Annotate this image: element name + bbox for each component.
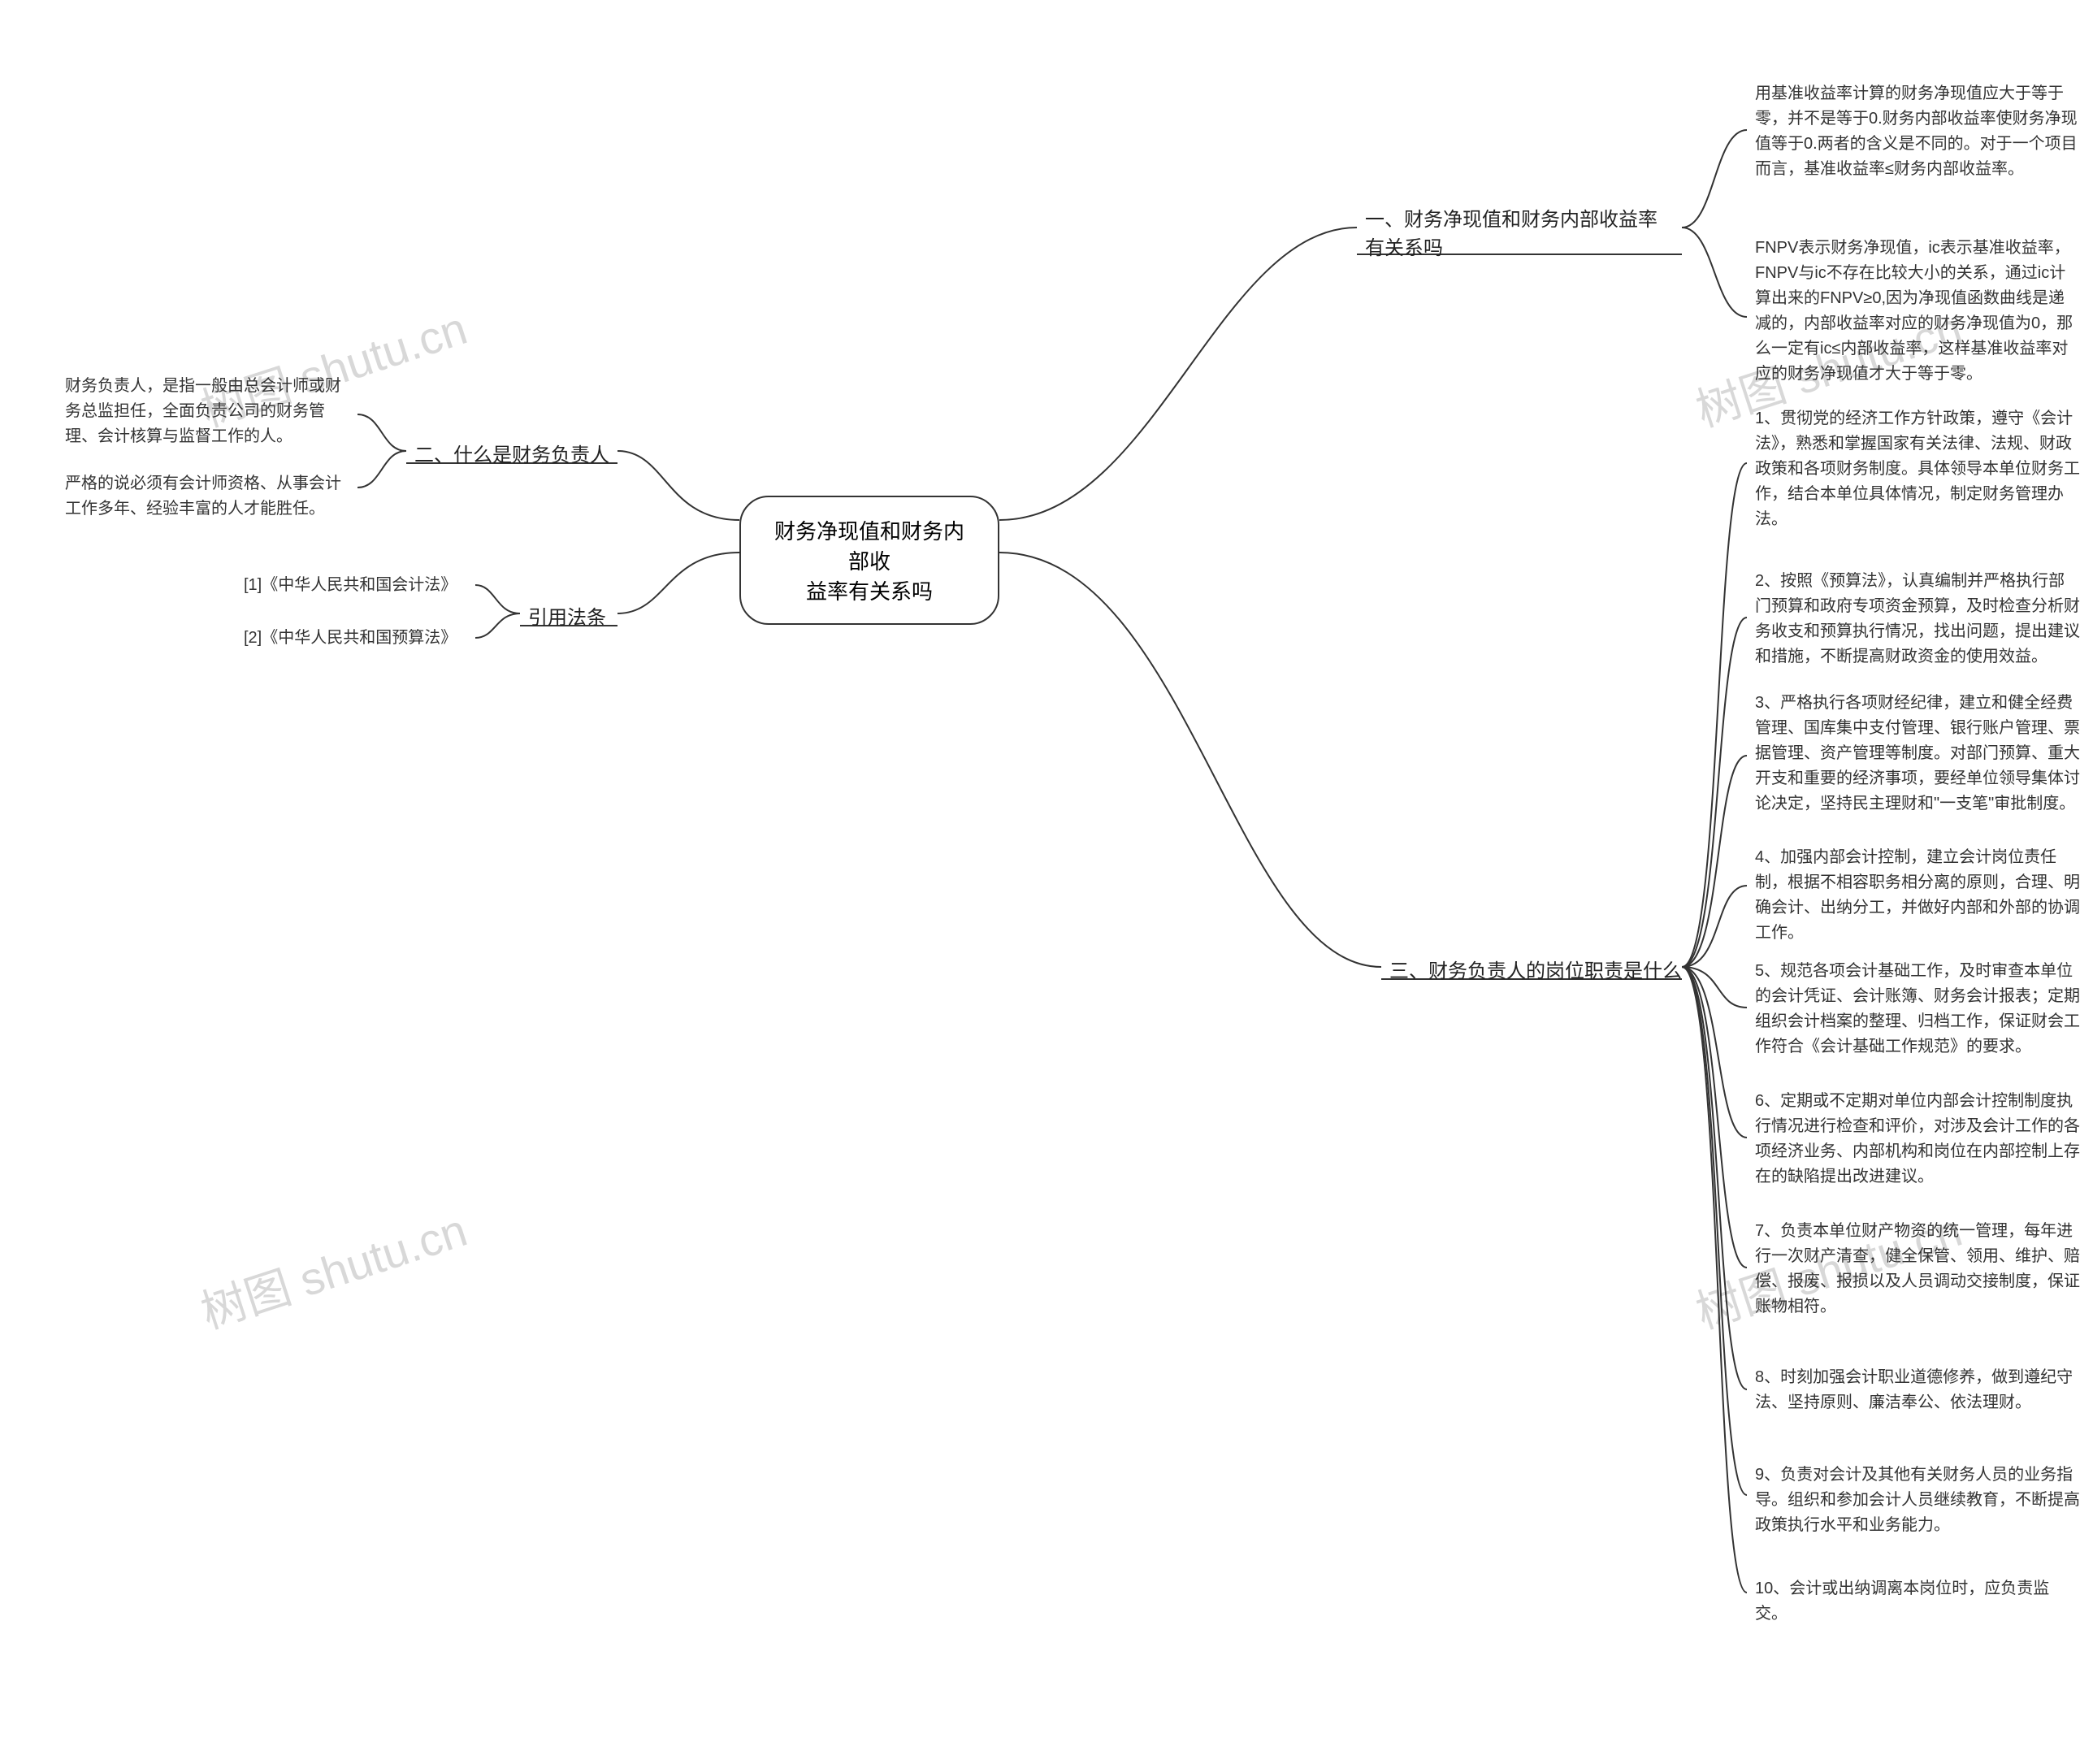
leaf-b3-2: 2、按照《预算法》，认真编制并严格执行部门预算和政府专项资金预算，及时检查分析财… (1755, 569, 2080, 670)
leaf-b3-6: 6、定期或不定期对单位内部会计控制制度执行情况进行检查和评价，对涉及会计工作的各… (1755, 1089, 2080, 1190)
leaf-b3-3: 3、严格执行各项财经纪律，建立和健全经费管理、国库集中支付管理、银行账户管理、票… (1755, 691, 2080, 817)
leaf-b4-2: [2]《中华人民共和国预算法》 (244, 626, 457, 651)
leaf-b2-1: 财务负责人，是指一般由总会计师或财务总监担任，全面负责公司的财务管理、会计核算与… (65, 374, 349, 449)
branch-3-label: 三、财务负责人的岗位职责是什么 (1389, 955, 1682, 983)
branch-1-label: 一、财务净现值和财务内部收益率 有关系吗 (1365, 203, 1690, 260)
leaf-b3-9: 9、负责对会计及其他有关财务人员的业务指导。组织和参加会计人员继续教育，不断提高… (1755, 1463, 2080, 1538)
leaf-b2-2: 严格的说必须有会计师资格、从事会计工作多年、经验丰富的人才能胜任。 (65, 471, 349, 522)
leaf-b1-2: FNPV表示财务净现值，ic表示基准收益率，FNPV与ic不存在比较大小的关系，… (1755, 236, 2080, 387)
leaf-b1-1: 用基准收益率计算的财务净现值应大于等于零，并不是等于0.财务内部收益率使财务净现… (1755, 81, 2080, 182)
leaf-b3-5: 5、规范各项会计基础工作，及时审查本单位的会计凭证、会计账簿、财务会计报表；定期… (1755, 959, 2080, 1060)
leaf-b3-8: 8、时刻加强会计职业道德修养，做到遵纪守法、坚持原则、廉洁奉公、依法理财。 (1755, 1365, 2080, 1415)
leaf-b3-7: 7、负责本单位财产物资的统一管理，每年进行一次财产清查，健全保管、领用、维护、赔… (1755, 1219, 2080, 1320)
branch-2-label: 二、什么是财务负责人 (414, 439, 609, 467)
leaf-b3-4: 4、加强内部会计控制，建立会计岗位责任制，根据不相容职务相分离的原则，合理、明确… (1755, 845, 2080, 946)
leaf-b3-10: 10、会计或出纳调离本岗位时，应负责监交。 (1755, 1576, 2080, 1627)
leaf-b4-1: [1]《中华人民共和国会计法》 (244, 573, 457, 598)
leaf-b3-1: 1、贯彻党的经济工作方针政策，遵守《会计法》，熟悉和掌握国家有关法律、法规、财政… (1755, 406, 2080, 532)
watermark: 树图 shutu.cn (192, 1194, 474, 1342)
root-node: 财务净现值和财务内部收 益率有关系吗 (739, 496, 999, 625)
branch-4-label: 引用法条 (528, 601, 606, 630)
root-label-line1: 财务净现值和财务内部收 (770, 515, 968, 575)
root-label-line2: 益率有关系吗 (770, 575, 968, 605)
